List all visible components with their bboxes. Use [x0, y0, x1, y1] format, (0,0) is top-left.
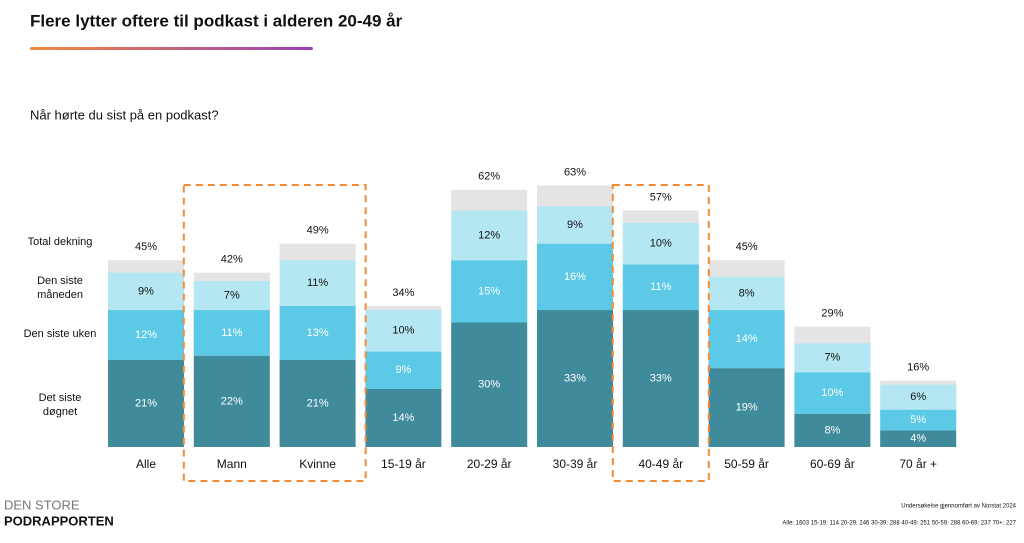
value-label: 5% — [910, 414, 926, 426]
value-label: 4% — [910, 433, 926, 445]
bar-segment — [193, 310, 270, 356]
total-label: 49% — [307, 225, 329, 237]
x-tick-label: Alle — [136, 457, 156, 471]
total-label: 57% — [650, 191, 672, 203]
bar-segment — [365, 310, 442, 352]
bar-segment — [794, 343, 871, 373]
brand-bottom: PODRAPPORTEN — [4, 513, 114, 528]
total-label: 29% — [821, 308, 843, 320]
bar-segment — [193, 355, 270, 447]
value-label: 11% — [221, 327, 242, 339]
bar-segment — [537, 206, 613, 244]
series-label: Den siste uken — [23, 328, 97, 340]
total-label: 45% — [736, 241, 758, 253]
highlight-box — [182, 184, 367, 482]
total-label: 16% — [907, 362, 929, 374]
x-tick-label: 30-39 år — [553, 457, 598, 471]
value-label: 7% — [224, 289, 240, 301]
bar-segment — [880, 409, 957, 431]
total-label: 62% — [478, 171, 500, 183]
x-tick-label: 15-19 år — [381, 457, 426, 471]
bar-segment — [108, 310, 184, 360]
bar-segment — [108, 359, 184, 447]
value-label: 10% — [650, 238, 672, 250]
x-tick-label: 20-29 år — [467, 457, 512, 471]
value-label: 14% — [736, 333, 758, 345]
value-label: 9% — [567, 219, 583, 231]
value-label: 12% — [135, 329, 157, 341]
title: Flere lytter oftere til podkast i aldere… — [30, 11, 403, 30]
value-label: 14% — [392, 412, 414, 424]
series-label: Den siste måneden — [37, 275, 83, 301]
total-label: 34% — [392, 287, 414, 299]
x-tick-label: 70 år + — [899, 457, 937, 471]
value-label: 15% — [478, 285, 500, 297]
value-label: 19% — [736, 401, 758, 413]
x-tick-label: 40-49 år — [638, 457, 683, 471]
bar-segment — [451, 260, 528, 323]
series-label: Det siste døgnet — [38, 392, 82, 418]
bar-segment — [708, 276, 785, 311]
value-label: 21% — [135, 397, 157, 409]
bar-segment — [622, 222, 699, 265]
bar-segment — [794, 413, 871, 447]
bar-segment — [708, 368, 785, 447]
bar-segment — [193, 281, 270, 311]
source: Undersøkelse gjennomført av Norstat 2024 — [901, 504, 1016, 510]
value-label: 9% — [395, 364, 411, 376]
total-label: 45% — [135, 241, 157, 253]
title-underline — [30, 47, 313, 50]
x-tick-label: 50-59 år — [724, 457, 769, 471]
bar-segment — [794, 372, 871, 414]
bar-segment — [880, 384, 957, 410]
series-label: Total dekning — [27, 236, 93, 248]
value-label: 7% — [824, 352, 840, 364]
bar-segment — [108, 272, 184, 311]
value-label: 21% — [307, 397, 329, 409]
bar-segment — [537, 243, 613, 311]
bar-segment — [365, 388, 442, 447]
value-label: 8% — [824, 424, 840, 436]
value-label: 16% — [564, 271, 586, 283]
bar-segment — [537, 310, 613, 447]
value-label: 10% — [392, 325, 414, 337]
bar-segment — [708, 310, 785, 369]
bar-segment — [622, 310, 699, 447]
total-label: 63% — [564, 166, 586, 178]
value-label: 9% — [138, 285, 154, 297]
x-tick-label: Kvinne — [299, 457, 336, 471]
bar-segment — [451, 322, 528, 447]
bar-segment — [279, 305, 356, 360]
value-label: 11% — [307, 277, 328, 289]
value-label: 33% — [564, 372, 586, 384]
value-label: 12% — [478, 229, 500, 241]
value-label: 22% — [221, 395, 243, 407]
value-label: 33% — [650, 372, 672, 384]
highlight-box — [611, 184, 710, 482]
value-label: 11% — [650, 281, 671, 293]
value-label: 8% — [739, 287, 755, 299]
bar-segment — [880, 430, 957, 447]
value-label: 13% — [307, 327, 329, 339]
brand-top: DEN STORE — [4, 497, 80, 512]
x-tick-label: 60-69 år — [810, 457, 855, 471]
bar-segment — [451, 210, 528, 261]
bar-segment — [622, 264, 699, 311]
value-label: 10% — [821, 387, 843, 399]
sample-note: Alle: 1603 15-19: 114 20-29: 246 30-39: … — [782, 521, 1016, 527]
bar-segment — [279, 359, 356, 447]
bar-segment — [365, 351, 442, 389]
bar-segment — [279, 260, 356, 306]
x-tick-label: Mann — [217, 457, 247, 471]
subtitle: Når hørte du sist på en podkast? — [30, 107, 219, 122]
value-label: 30% — [478, 379, 500, 391]
total-label: 42% — [221, 254, 243, 266]
value-label: 6% — [910, 391, 926, 403]
